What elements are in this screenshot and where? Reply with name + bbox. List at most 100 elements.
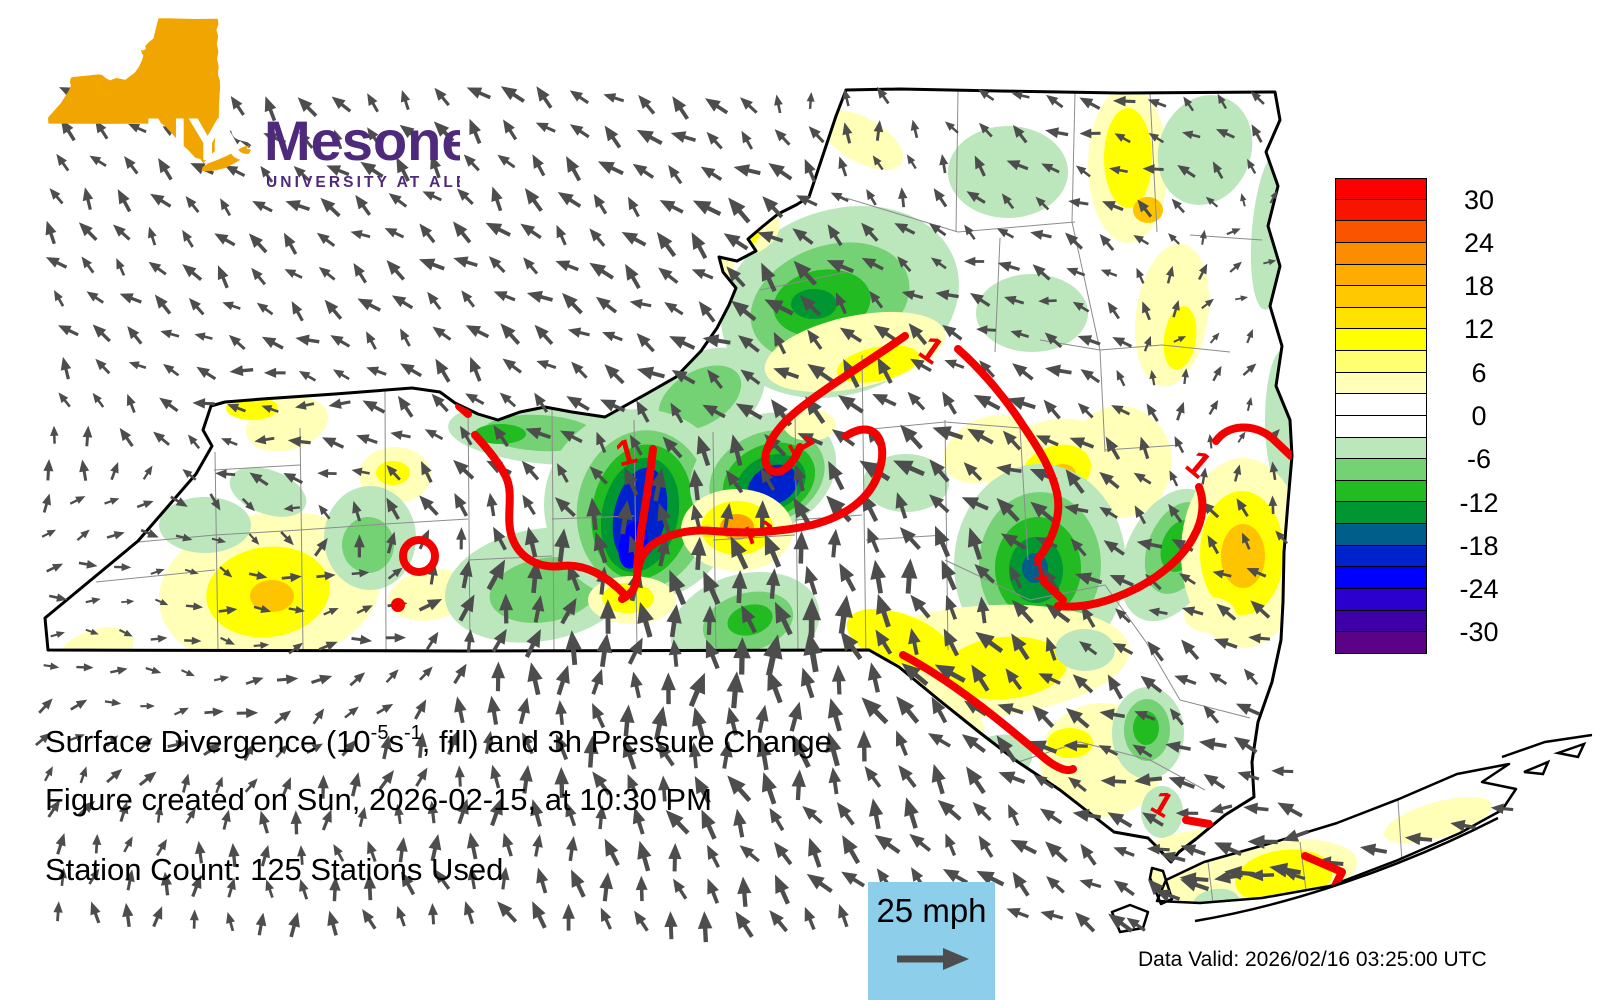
wind-arrow (701, 809, 717, 840)
wind-arrow-head (355, 194, 369, 210)
wind-arrow (341, 739, 357, 757)
wind-arrow-head (53, 289, 63, 302)
wind-arrow (124, 156, 139, 175)
wind-arrow-head (453, 459, 469, 475)
wind-arrow-head (1209, 672, 1222, 683)
wind-arrow-head (485, 222, 503, 236)
wind-arrow-head (562, 903, 575, 919)
wind-arrow (1175, 401, 1185, 421)
wind-arrow-head (263, 133, 278, 144)
wind-arrow (456, 527, 467, 550)
wind-arrow-head (535, 122, 549, 133)
wind-arrow (828, 767, 842, 795)
wind-arrow (896, 696, 920, 724)
wind-arrow (363, 873, 377, 901)
wind-arrow (1107, 812, 1133, 828)
wind-arrow-head (497, 154, 510, 166)
wind-arrow (185, 808, 196, 824)
wind-arrow (807, 363, 834, 383)
wind-arrow-head (696, 435, 711, 455)
wind-arrow-head (740, 97, 753, 110)
wind-arrow-head (366, 366, 380, 376)
wind-arrow (396, 905, 407, 927)
colorbar-segment (1335, 415, 1427, 438)
wind-arrow-head (1359, 843, 1377, 857)
wind-arrow-head (974, 155, 986, 170)
wind-arrow (942, 868, 969, 885)
wind-arrow-head (1064, 232, 1079, 246)
wind-arrow (739, 845, 760, 863)
wind-arrow (229, 365, 254, 377)
wind-arrow (1005, 668, 1023, 691)
wind-arrow-head (1044, 332, 1058, 345)
wind-arrow-head (773, 367, 790, 380)
wind-arrow-head (876, 868, 890, 883)
state-border (1148, 866, 1174, 906)
wind-arrow-head (799, 295, 816, 312)
wind-arrow-head (1099, 471, 1114, 486)
wind-arrow-head (793, 531, 809, 550)
wind-arrow (170, 495, 188, 507)
wind-arrow (1139, 436, 1150, 460)
wind-arrow (349, 772, 361, 797)
wind-arrow-head (1203, 705, 1216, 719)
wind-arrow-head (1046, 94, 1059, 106)
wind-arrow (536, 867, 549, 894)
wind-arrow (741, 130, 754, 150)
colorbar-tick-label: 18 (1463, 271, 1495, 302)
wind-arrow-head (841, 871, 858, 885)
wind-arrow (616, 500, 633, 535)
wind-arrow (593, 193, 608, 215)
wind-arrow-head (856, 730, 872, 748)
wind-arrow (362, 400, 386, 414)
wind-arrow (1065, 708, 1090, 729)
wind-arrow (668, 639, 682, 667)
wind-arrow (895, 730, 908, 757)
wind-arrow-head (773, 331, 785, 347)
wind-arrow (104, 497, 120, 505)
wind-arrow-head (1177, 336, 1187, 343)
wind-arrow-head (826, 495, 846, 516)
wind-arrow-head (157, 838, 167, 851)
wind-arrow-head (996, 463, 1012, 476)
wind-arrow (482, 730, 494, 755)
wind-arrow-head (212, 707, 224, 717)
wind-arrow (945, 594, 958, 620)
logo-mesonet-text: Mesonet (264, 109, 460, 172)
wind-arrow (1010, 839, 1037, 855)
wind-arrow-head (41, 698, 53, 710)
wind-arrow (1237, 431, 1246, 443)
wind-arrow (867, 662, 882, 693)
wind-arrow (1180, 844, 1206, 857)
wind-arrow (78, 222, 98, 242)
wind-arrow-head (526, 629, 541, 649)
wind-arrow-head (328, 608, 339, 616)
wind-arrow-head (894, 223, 909, 234)
wind-arrow-head (327, 910, 339, 927)
wind-arrow-head (400, 328, 410, 341)
wind-arrow-head (1243, 668, 1256, 681)
wind-arrow (288, 912, 300, 938)
wind-arrow (556, 224, 567, 246)
wind-arrow-head (934, 664, 956, 681)
wind-arrow (299, 878, 309, 900)
wind-arrow (454, 493, 469, 517)
wind-arrow (1107, 674, 1123, 700)
wind-arrow-head (1045, 127, 1060, 139)
wind-arrow (1236, 498, 1249, 517)
wind-arrow-head (825, 731, 842, 754)
wind-arrow (41, 529, 57, 538)
wind-arrow-head (111, 698, 122, 707)
divergence-fill-region (1074, 893, 1106, 913)
wind-arrow (214, 233, 236, 247)
wind-arrow-head (1231, 228, 1241, 235)
wind-arrow (944, 121, 959, 134)
wind-arrow (367, 93, 379, 113)
wind-arrow-head (807, 363, 826, 380)
wind-arrow (565, 630, 582, 666)
wind-arrow (454, 765, 465, 787)
wind-arrow (668, 843, 682, 872)
wind-arrow-head (1179, 872, 1197, 886)
wind-arrow (599, 872, 614, 902)
wind-arrow-head (249, 472, 263, 484)
